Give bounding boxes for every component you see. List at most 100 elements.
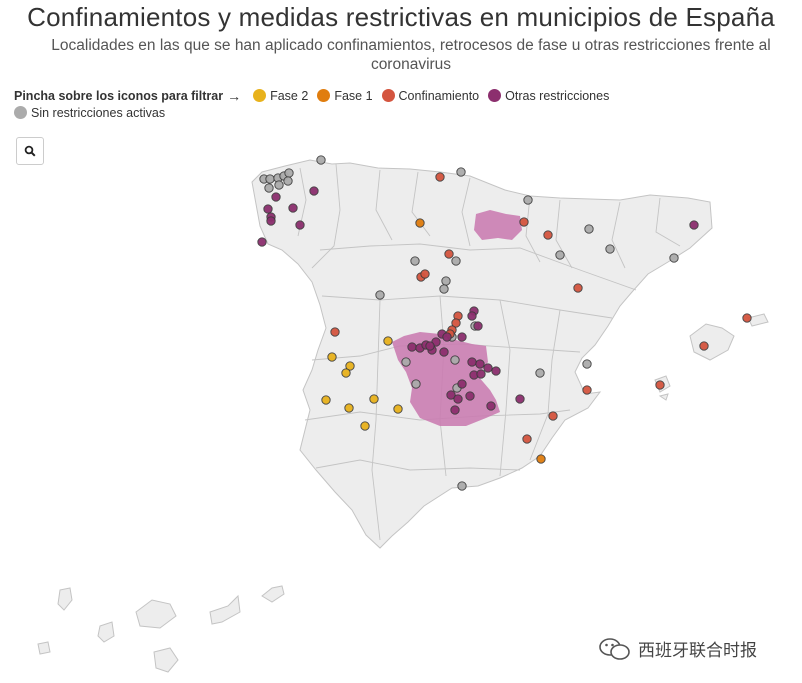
marker-fase2[interactable] — [327, 352, 337, 362]
marker-sin-restricciones[interactable] — [411, 379, 421, 389]
legend-label: Fase 1 — [334, 88, 373, 103]
marker-sin-restricciones[interactable] — [450, 355, 460, 365]
marker-otras-restricciones[interactable] — [271, 192, 281, 202]
marker-sin-restricciones[interactable] — [555, 250, 565, 260]
mallorca-island — [689, 323, 735, 361]
marker-otras-restricciones[interactable] — [457, 332, 467, 342]
marker-otras-restricciones[interactable] — [453, 394, 463, 404]
marker-sin-restricciones[interactable] — [401, 357, 411, 367]
watermark: 西班牙联合时报 — [598, 636, 757, 661]
marker-otras-restricciones[interactable] — [439, 347, 449, 357]
marker-otras-restricciones[interactable] — [309, 186, 319, 196]
marker-fase2[interactable] — [341, 368, 351, 378]
legend-item-otras[interactable]: Otras restricciones — [488, 89, 609, 103]
marker-sin-restricciones[interactable] — [439, 284, 449, 294]
marker-sin-restricciones[interactable] — [584, 224, 594, 234]
page-subtitle: Localidades en las que se han aplicado c… — [51, 37, 771, 73]
marker-otras-restricciones[interactable] — [515, 394, 525, 404]
legend-label: Sin restricciones activas — [31, 105, 166, 120]
marker-sin-restricciones[interactable] — [669, 253, 679, 263]
marker-fase2[interactable] — [369, 394, 379, 404]
marker-sin-restricciones[interactable] — [283, 176, 293, 186]
marker-confinamiento[interactable] — [420, 269, 430, 279]
marker-sin-restricciones[interactable] — [441, 276, 451, 286]
legend-label: Confinamiento — [398, 88, 480, 103]
marker-confinamiento[interactable] — [582, 385, 592, 395]
marker-otras-restricciones[interactable] — [442, 332, 452, 342]
marker-otras-restricciones[interactable] — [689, 220, 699, 230]
legend: Pincha sobre los iconos para filtrar → F… — [14, 87, 794, 121]
marker-otras-restricciones[interactable] — [483, 363, 493, 373]
marker-sin-restricciones[interactable] — [410, 256, 420, 266]
marker-confinamiento[interactable] — [699, 341, 709, 351]
marker-sin-restricciones[interactable] — [582, 359, 592, 369]
marker-sin-restricciones[interactable] — [375, 290, 385, 300]
marker-confinamiento[interactable] — [519, 217, 529, 227]
marker-otras-restricciones[interactable] — [473, 321, 483, 331]
marker-otras-restricciones[interactable] — [465, 391, 475, 401]
marker-otras-restricciones[interactable] — [475, 359, 485, 369]
marker-otras-restricciones[interactable] — [467, 357, 477, 367]
legend-item-confinamiento[interactable]: Confinamiento — [381, 88, 480, 103]
marker-fase2[interactable] — [360, 421, 370, 431]
legend-lead: Pincha sobre los iconos para filtrar — [14, 88, 224, 103]
legend-item-fase1[interactable]: Fase 1 — [317, 88, 373, 103]
marker-confinamiento[interactable] — [655, 380, 665, 390]
sin-swatch — [14, 106, 27, 119]
marker-sin-restricciones[interactable] — [456, 167, 466, 177]
marker-sin-restricciones[interactable] — [274, 180, 284, 190]
marker-sin-restricciones[interactable] — [265, 174, 275, 184]
marker-otras-restricciones[interactable] — [288, 203, 298, 213]
marker-otras-restricciones[interactable] — [486, 401, 496, 411]
marker-confinamiento[interactable] — [330, 327, 340, 337]
marker-otras-restricciones[interactable] — [491, 366, 501, 376]
marker-sin-restricciones[interactable] — [284, 168, 294, 178]
marker-sin-restricciones[interactable] — [264, 183, 274, 193]
fase2-swatch — [253, 89, 267, 102]
marker-fase1[interactable] — [415, 218, 425, 228]
canary-islands — [37, 585, 285, 673]
marker-otras-restricciones[interactable] — [266, 216, 276, 226]
marker-sin-restricciones[interactable] — [451, 256, 461, 266]
marker-confinamiento[interactable] — [522, 434, 532, 444]
marker-otras-restricciones[interactable] — [446, 390, 456, 400]
marker-fase2[interactable] — [393, 404, 403, 414]
marker-otras-restricciones[interactable] — [263, 204, 273, 214]
marker-confinamiento[interactable] — [435, 172, 445, 182]
marker-fase1[interactable] — [536, 454, 546, 464]
marker-sin-restricciones[interactable] — [535, 368, 545, 378]
marker-sin-restricciones[interactable] — [316, 155, 326, 165]
marker-otras-restricciones[interactable] — [476, 369, 486, 379]
arrow-right-icon: → — [227, 87, 242, 104]
marker-sin-restricciones[interactable] — [457, 481, 467, 491]
legend-item-sin[interactable]: Sin restricciones activas — [14, 106, 165, 120]
legend-item-fase2[interactable]: Fase 2 — [253, 89, 308, 103]
marker-otras-restricciones[interactable] — [407, 342, 417, 352]
marker-fase2[interactable] — [344, 403, 354, 413]
menorca-island — [747, 313, 769, 327]
marker-otras-restricciones[interactable] — [295, 220, 305, 230]
marker-sin-restricciones[interactable] — [523, 195, 533, 205]
location-markers — [257, 155, 752, 491]
formentera-island — [658, 393, 669, 401]
marker-otras-restricciones[interactable] — [425, 341, 435, 351]
marker-confinamiento[interactable] — [573, 283, 583, 293]
watermark-text: 西班牙联合时报 — [638, 641, 757, 660]
legend-label: Otras restricciones — [505, 88, 610, 103]
marker-confinamiento[interactable] — [548, 411, 558, 421]
marker-sin-restricciones[interactable] — [605, 244, 615, 254]
marker-confinamiento[interactable] — [742, 313, 752, 323]
marker-otras-restricciones[interactable] — [257, 237, 267, 247]
marker-otras-restricciones[interactable] — [457, 379, 467, 389]
marker-otras-restricciones[interactable] — [467, 311, 477, 321]
marker-fase2[interactable] — [345, 361, 355, 371]
marker-confinamiento[interactable] — [444, 249, 454, 259]
marker-confinamiento[interactable] — [451, 318, 461, 328]
search-button[interactable] — [16, 137, 44, 165]
marker-fase2[interactable] — [321, 395, 331, 405]
marker-fase2[interactable] — [383, 336, 393, 346]
marker-otras-restricciones[interactable] — [450, 405, 460, 415]
legend-label: Fase 2 — [270, 88, 309, 103]
marker-confinamiento[interactable] — [543, 230, 553, 240]
